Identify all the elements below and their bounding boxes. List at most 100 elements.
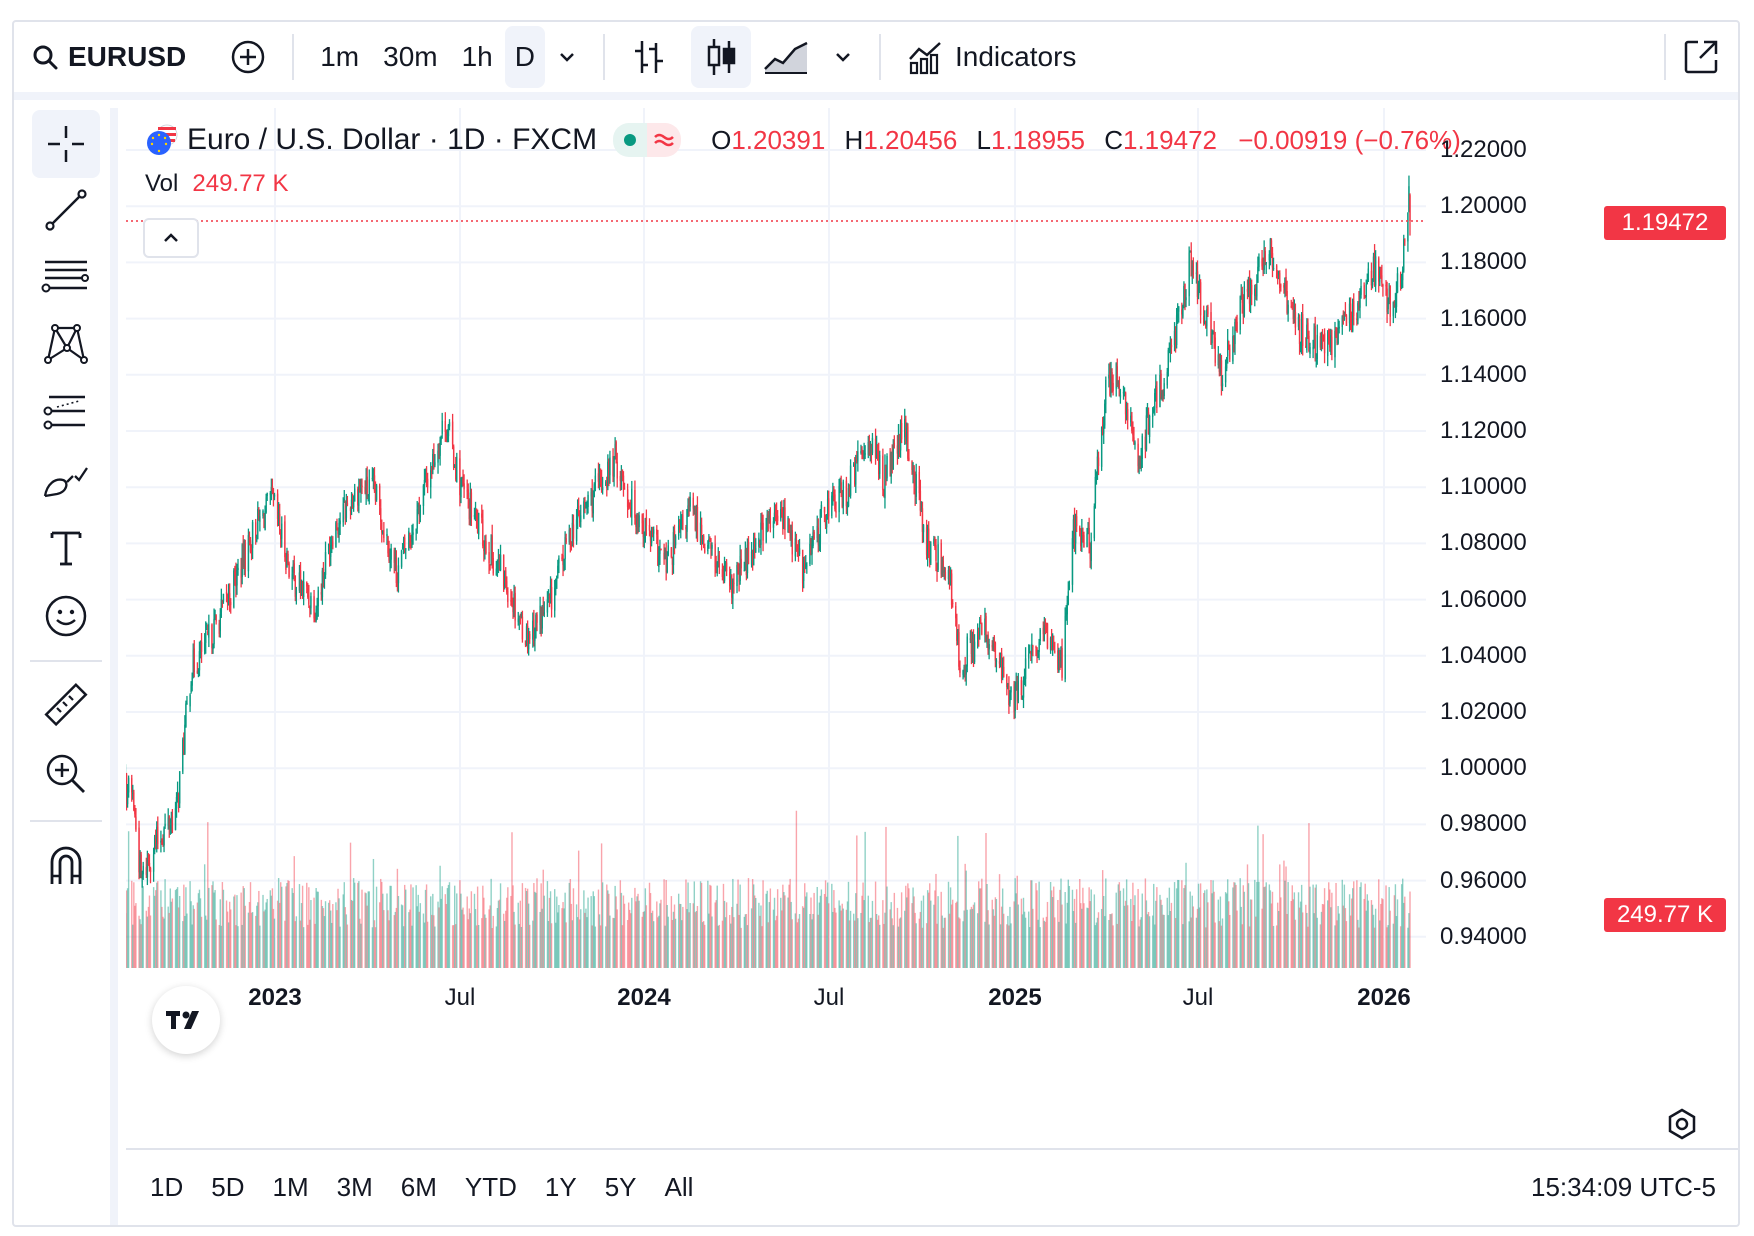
range-3m[interactable]: 3M bbox=[336, 1171, 373, 1202]
compare-symbol-button[interactable] bbox=[218, 26, 278, 88]
interval-30m[interactable]: 30m bbox=[383, 41, 438, 72]
range-5d[interactable]: 5D bbox=[211, 1171, 245, 1202]
volume-bar bbox=[497, 900, 500, 968]
collapse-legend-button[interactable] bbox=[143, 218, 199, 258]
volume-bar bbox=[466, 896, 468, 968]
candle-body bbox=[519, 619, 522, 621]
candle-body bbox=[505, 570, 507, 584]
candle-body bbox=[1115, 363, 1117, 389]
range-all[interactable]: All bbox=[664, 1171, 694, 1202]
zoom-in-tool[interactable] bbox=[32, 740, 100, 808]
candle-body bbox=[641, 515, 643, 524]
measure-tool[interactable] bbox=[32, 672, 100, 740]
volume-bar bbox=[1235, 884, 1237, 968]
volume-bar bbox=[1290, 901, 1292, 968]
magnet-tool[interactable] bbox=[32, 832, 100, 900]
volume-bar bbox=[715, 900, 717, 968]
brush-tool[interactable] bbox=[32, 448, 100, 516]
interval-dropdown-button[interactable] bbox=[545, 26, 589, 88]
candle-body bbox=[1175, 315, 1178, 346]
candle-body bbox=[178, 771, 181, 804]
volume-bar bbox=[517, 902, 519, 968]
candle-body bbox=[1176, 313, 1179, 319]
candle-body bbox=[1258, 257, 1260, 268]
chart-pane[interactable] bbox=[126, 108, 1740, 1148]
chart-settings-button[interactable] bbox=[1656, 1098, 1708, 1150]
range-ytd[interactable]: YTD bbox=[464, 1171, 517, 1202]
interval-1m[interactable]: 1m bbox=[320, 41, 360, 72]
candle-body bbox=[1349, 303, 1352, 322]
candle-body bbox=[1299, 345, 1302, 347]
candle-body bbox=[700, 524, 703, 541]
volume-bar bbox=[393, 915, 395, 968]
price-chart[interactable] bbox=[126, 108, 1740, 1148]
candle-body bbox=[1203, 315, 1205, 324]
volume-bar bbox=[845, 909, 848, 968]
volume-bar bbox=[660, 899, 662, 968]
candle-body bbox=[769, 517, 772, 529]
volume-bar bbox=[417, 894, 419, 968]
candle-body bbox=[711, 544, 713, 549]
candle-body bbox=[321, 570, 324, 598]
candle-body bbox=[1268, 254, 1271, 261]
candle-body bbox=[193, 648, 195, 672]
range-1m[interactable]: 1M bbox=[272, 1171, 309, 1202]
range-1y[interactable]: 1Y bbox=[544, 1171, 577, 1202]
candle-body bbox=[875, 442, 878, 459]
chart-type-dropdown-button[interactable] bbox=[821, 26, 865, 88]
volume-bar bbox=[762, 880, 764, 968]
interval-1h[interactable]: 1h bbox=[461, 41, 493, 72]
candle-chart-type-button[interactable] bbox=[691, 26, 751, 88]
volume-bar bbox=[1044, 921, 1047, 968]
candle-body bbox=[693, 505, 696, 511]
volume-bar bbox=[1293, 892, 1296, 968]
range-6m[interactable]: 6M bbox=[400, 1171, 437, 1202]
bar-chart-type-button[interactable] bbox=[619, 26, 679, 88]
trend-line-icon bbox=[45, 189, 87, 231]
volume-bar bbox=[1134, 895, 1136, 968]
candles-icon bbox=[707, 39, 736, 75]
volume-bar bbox=[737, 879, 739, 968]
text-tool[interactable] bbox=[32, 514, 100, 582]
chart-legend: Euro / U.S. Dollar · 1D · FXCM O1.20391 … bbox=[145, 118, 1461, 162]
candle-body bbox=[160, 840, 162, 843]
clock[interactable]: 15:34:09 UTC-5 bbox=[1531, 1172, 1716, 1202]
volume-bar bbox=[1032, 908, 1034, 968]
tradingview-logo[interactable] bbox=[152, 986, 220, 1054]
candle-body bbox=[971, 639, 974, 657]
symbol-description[interactable]: Euro / U.S. Dollar · 1D · FXCM bbox=[187, 123, 598, 156]
candle-body bbox=[352, 500, 355, 508]
open-in-new-window-button[interactable] bbox=[1670, 26, 1732, 88]
crosshair-tool[interactable] bbox=[32, 110, 100, 178]
volume-bar bbox=[1278, 910, 1280, 968]
volume-bar bbox=[1182, 924, 1184, 968]
volume-bar bbox=[1342, 905, 1345, 968]
interval-d[interactable]: D bbox=[504, 26, 545, 88]
pattern-tool[interactable] bbox=[32, 310, 100, 378]
volume-bar bbox=[361, 889, 363, 968]
candle-body bbox=[1380, 270, 1382, 277]
market-status[interactable] bbox=[613, 123, 682, 157]
volume-bar bbox=[832, 911, 834, 968]
trend-line-tool[interactable] bbox=[32, 176, 100, 244]
range-5y[interactable]: 5Y bbox=[604, 1171, 637, 1202]
volume-bar bbox=[534, 891, 536, 968]
volume-bar bbox=[1028, 911, 1030, 968]
candle-body bbox=[972, 638, 975, 661]
candle-body bbox=[1321, 337, 1324, 339]
area-chart-type-button[interactable] bbox=[751, 26, 821, 88]
volume-bar bbox=[382, 893, 384, 968]
forecast-tool[interactable] bbox=[32, 378, 100, 446]
indicators-button[interactable]: Indicators bbox=[895, 26, 1088, 88]
volume-bar bbox=[761, 926, 763, 968]
volume-bar bbox=[1220, 925, 1223, 968]
symbol-search-button[interactable]: EURUSD bbox=[14, 26, 198, 88]
candle-body bbox=[1314, 326, 1316, 359]
fib-retracement-tool[interactable] bbox=[32, 242, 100, 310]
emoji-tool[interactable] bbox=[32, 582, 100, 650]
range-1d[interactable]: 1D bbox=[150, 1171, 184, 1202]
candle-body bbox=[744, 549, 747, 568]
candle-body bbox=[397, 565, 400, 584]
candle-body bbox=[635, 520, 637, 527]
candle-body bbox=[445, 431, 448, 438]
